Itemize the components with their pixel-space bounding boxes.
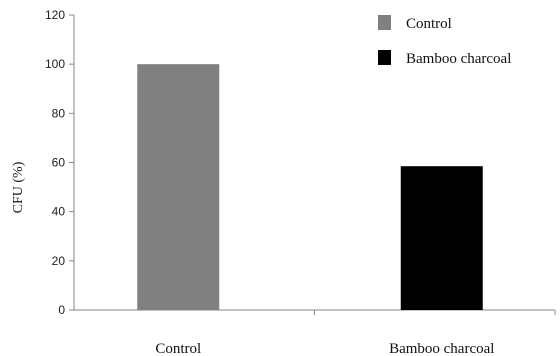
bar-bamboo-charcoal: [400, 166, 483, 310]
y-tick-label: 0: [58, 303, 65, 317]
legend-swatch: [378, 50, 391, 65]
x-axis: [74, 309, 556, 315]
y-axis-title: CFU (%): [11, 161, 26, 213]
y-axis: 0 20 40 60 80 100 120: [45, 8, 75, 317]
y-tick-label: 80: [52, 106, 66, 120]
y-tick-label: 100: [45, 57, 65, 71]
legend-label: Bamboo charcoal: [406, 51, 511, 67]
y-tick-label: 40: [52, 205, 66, 219]
legend-label: Control: [406, 16, 452, 32]
x-category-label: Control: [155, 341, 201, 356]
bars: [137, 64, 483, 311]
y-tick-label: 20: [52, 254, 66, 268]
bar-control: [137, 64, 220, 311]
category-labels: Control Bamboo charcoal: [155, 341, 494, 356]
y-tick-label: 120: [45, 8, 65, 22]
legend-swatch: [378, 15, 391, 30]
y-tick-label: 60: [52, 156, 66, 170]
legend: Control Bamboo charcoal: [378, 15, 511, 67]
x-category-label: Bamboo charcoal: [389, 341, 494, 356]
